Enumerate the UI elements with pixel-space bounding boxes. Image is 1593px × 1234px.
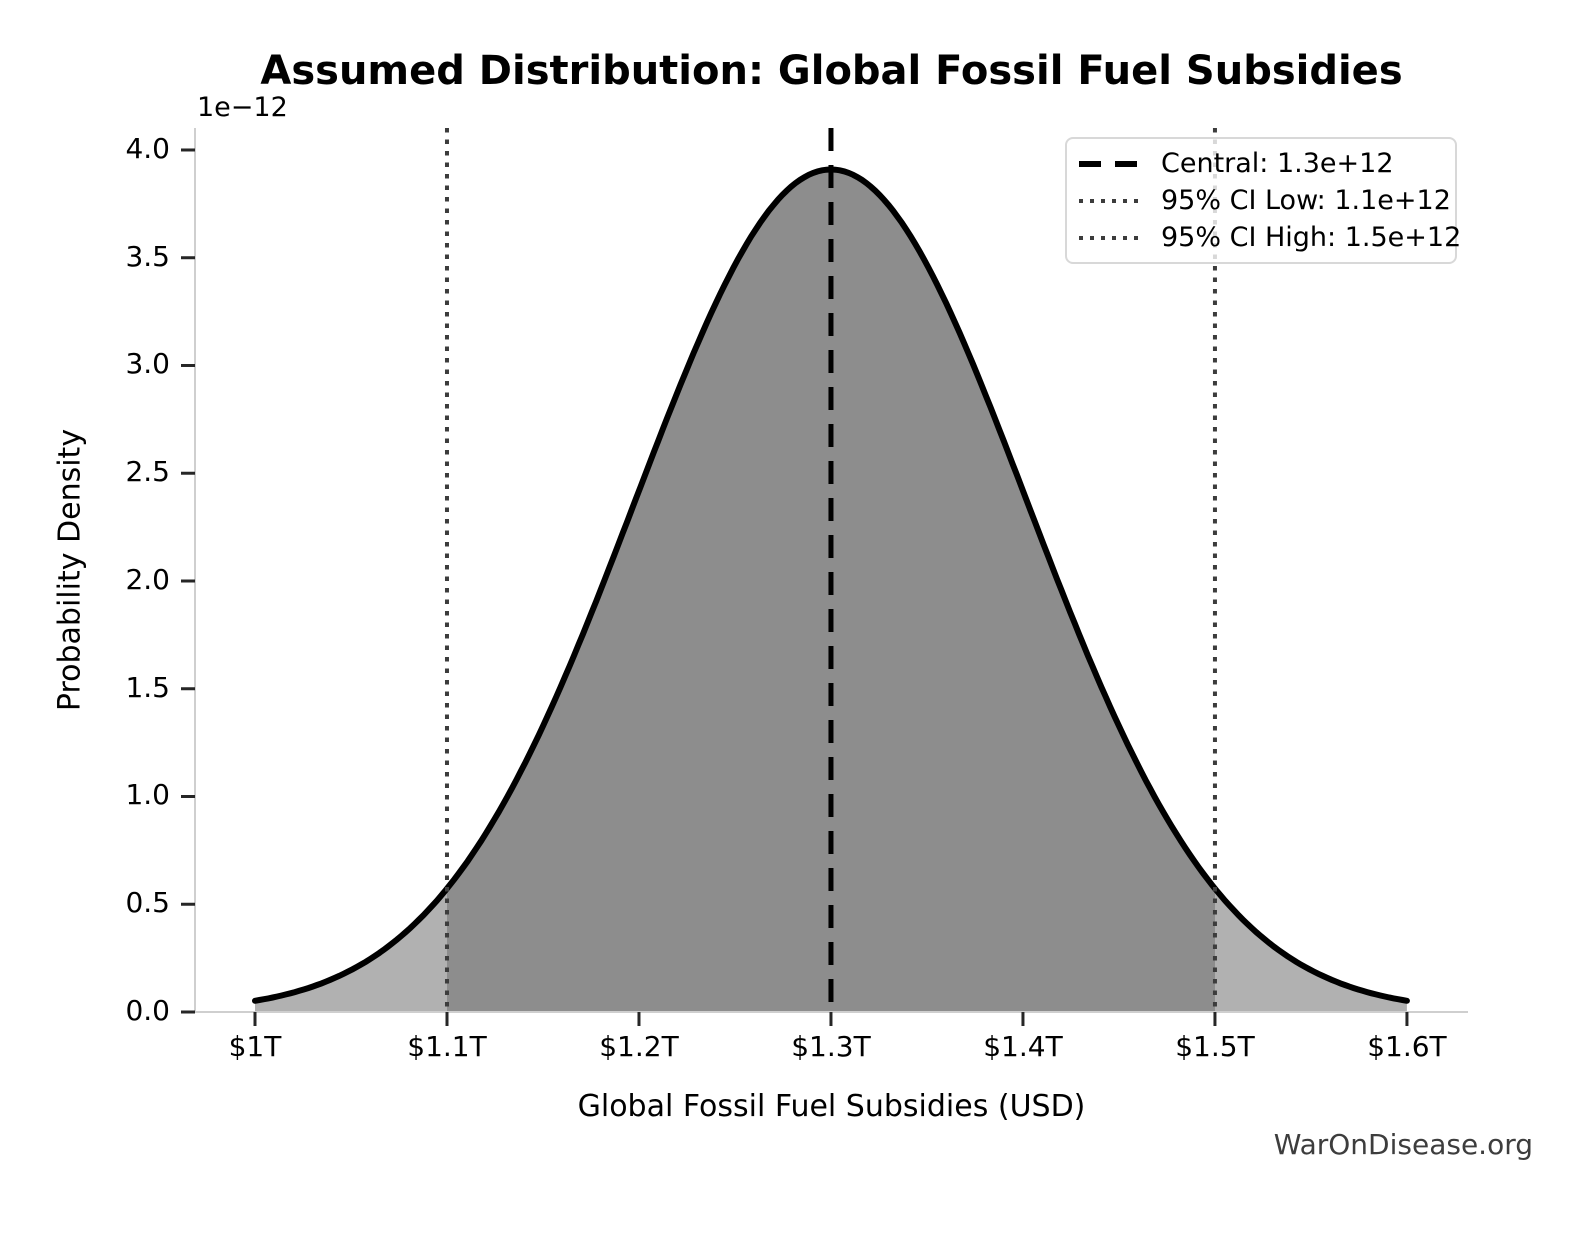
y-tick-label: 0.5 — [125, 886, 170, 920]
x-tick-label: $1T — [228, 1030, 282, 1063]
legend-item-label: Central: 1.3e+12 — [1161, 148, 1394, 179]
y-tick-label: 4.0 — [125, 131, 170, 165]
x-tick-label: $1.6T — [1367, 1030, 1447, 1063]
dashed-line-sample — [1079, 160, 1143, 167]
legend-item: 95% CI Low: 1.1e+12 — [1079, 185, 1451, 216]
legend: Central: 1.3e+12 95% CI Low: 1.1e+12 95%… — [1065, 137, 1461, 264]
y-axis-offset-text: 1e−12 — [197, 92, 288, 123]
x-tick-label: $1.4T — [983, 1030, 1063, 1063]
dotted-line-sample — [1079, 235, 1143, 240]
dotted-line-sample — [1079, 198, 1143, 203]
y-tick-label: 1.0 — [125, 778, 170, 812]
y-tick-label: 1.5 — [125, 670, 170, 704]
y-axis-label: Probability Density — [52, 428, 88, 712]
x-axis-label: Global Fossil Fuel Subsidies (USD) — [577, 1089, 1086, 1124]
x-tick-label: $1.1T — [407, 1030, 487, 1063]
y-tick-label: 2.0 — [125, 562, 170, 596]
y-tick-label: 2.5 — [125, 455, 170, 489]
legend-item: 95% CI High: 1.5e+12 — [1079, 222, 1461, 253]
x-tick-label: $1.3T — [791, 1030, 871, 1063]
x-tick-label: $1.5T — [1175, 1030, 1255, 1063]
legend-item: Central: 1.3e+12 — [1079, 148, 1443, 179]
y-tick-label: 0.0 — [125, 994, 170, 1027]
y-tick-label: 3.5 — [125, 239, 170, 273]
legend-item-label: 95% CI Low: 1.1e+12 — [1161, 185, 1451, 216]
y-tick-label: 3.0 — [125, 347, 170, 381]
chart-title: Assumed Distribution: Global Fossil Fuel… — [260, 48, 1403, 94]
legend-item-label: 95% CI High: 1.5e+12 — [1161, 222, 1462, 253]
x-tick-label: $1.2T — [599, 1030, 679, 1063]
watermark: WarOnDisease.org — [1273, 1128, 1533, 1161]
